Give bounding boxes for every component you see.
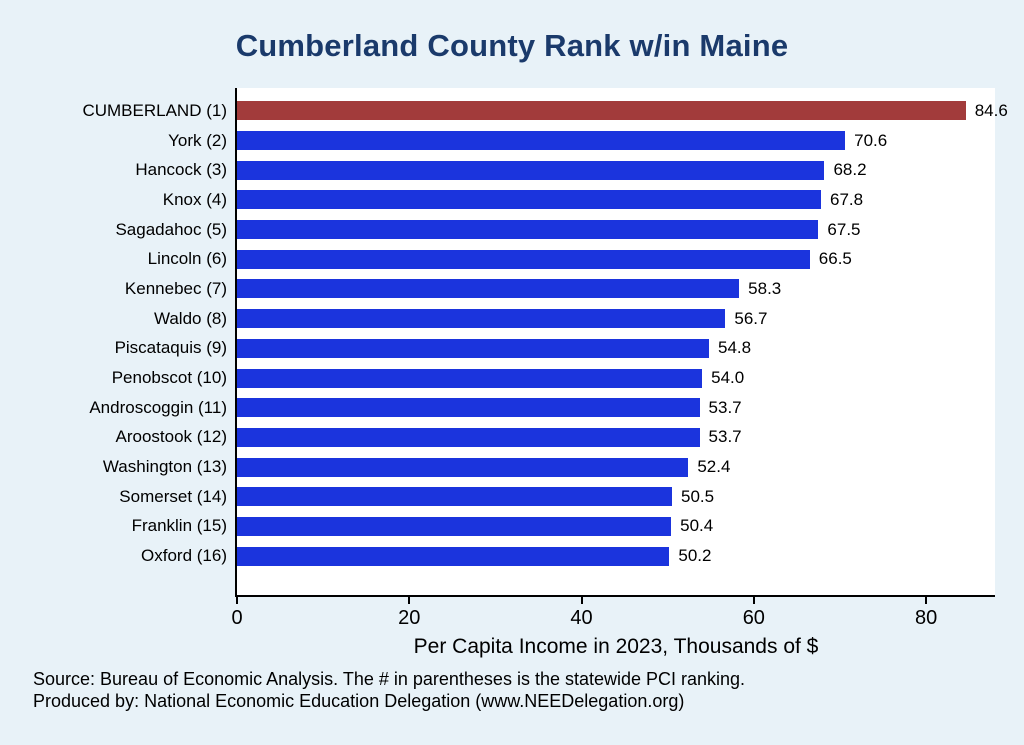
bar <box>237 131 846 151</box>
bar-value: 70.6 <box>854 130 888 150</box>
x-tick-mark <box>580 597 583 604</box>
bar-value: 67.8 <box>830 189 864 209</box>
bar <box>237 487 672 507</box>
bar-value: 67.5 <box>827 219 861 239</box>
category-label: Somerset (14) <box>119 486 227 506</box>
bar <box>237 516 672 536</box>
category-label: Penobscot (10) <box>111 368 227 388</box>
bar-value: 53.7 <box>708 427 742 447</box>
bar <box>237 309 726 329</box>
x-tick-mark <box>236 597 238 604</box>
bar-value: 50.2 <box>678 546 712 566</box>
bar-value: 84.6 <box>974 100 1008 120</box>
bar <box>237 338 710 358</box>
x-tick-label: 40 <box>570 607 593 629</box>
bar <box>237 101 966 121</box>
bar <box>237 249 810 269</box>
bar-value: 54.0 <box>711 368 745 388</box>
category-label: Franklin (15) <box>131 516 227 536</box>
category-label: Oxford (16) <box>141 546 227 566</box>
x-tick-mark <box>752 597 755 604</box>
bar-value: 50.5 <box>680 486 715 506</box>
x-axis-line <box>235 595 995 597</box>
bar-value: 56.7 <box>734 308 768 328</box>
category-label: Kennebec (7) <box>124 278 227 298</box>
footer-producer: Produced by: National Economic Education… <box>33 691 685 711</box>
category-label: York (2) <box>168 130 227 150</box>
bar-value: 54.8 <box>718 338 752 358</box>
category-label: Hancock (3) <box>135 160 227 180</box>
category-label: Washington (13) <box>102 457 227 477</box>
x-tick-label: 80 <box>914 607 938 629</box>
bar-value: 50.4 <box>680 516 714 536</box>
category-label: Sagadahoc (5) <box>115 219 227 239</box>
x-tick-label: 60 <box>742 607 765 629</box>
page-title: Cumberland County Rank w/in Maine <box>235 28 789 63</box>
bar <box>237 368 703 388</box>
bar-value: 58.3 <box>748 278 782 298</box>
bar-value: 68.2 <box>833 160 867 180</box>
category-label: Androscoggin (11) <box>89 397 227 417</box>
bar-value: 52.4 <box>697 457 731 477</box>
x-tick-mark <box>925 597 928 604</box>
bar <box>237 160 825 180</box>
category-label: Lincoln (6) <box>147 249 227 269</box>
category-label: Knox (4) <box>162 189 227 209</box>
x-tick-label: 0 <box>231 607 243 629</box>
bar <box>237 427 700 447</box>
bar <box>237 279 740 299</box>
category-label: CUMBERLAND (1) <box>82 100 227 120</box>
category-label: Piscataquis (9) <box>114 338 227 358</box>
category-label: Waldo (8) <box>153 308 227 328</box>
footer-source: Source: Bureau of Economic Analysis. The… <box>33 669 746 689</box>
x-tick-mark <box>408 597 411 604</box>
bar <box>237 457 689 477</box>
bar-value: 66.5 <box>818 249 852 269</box>
bar <box>237 546 670 566</box>
bar <box>237 190 821 210</box>
bar <box>237 398 700 418</box>
category-label: Aroostook (12) <box>115 427 228 447</box>
bar-value: 53.7 <box>708 397 742 417</box>
x-axis-label: Per Capita Income in 2023, Thousands of … <box>413 635 819 658</box>
x-tick-label: 20 <box>398 607 421 629</box>
y-axis-line <box>235 88 237 595</box>
bar <box>237 220 819 240</box>
